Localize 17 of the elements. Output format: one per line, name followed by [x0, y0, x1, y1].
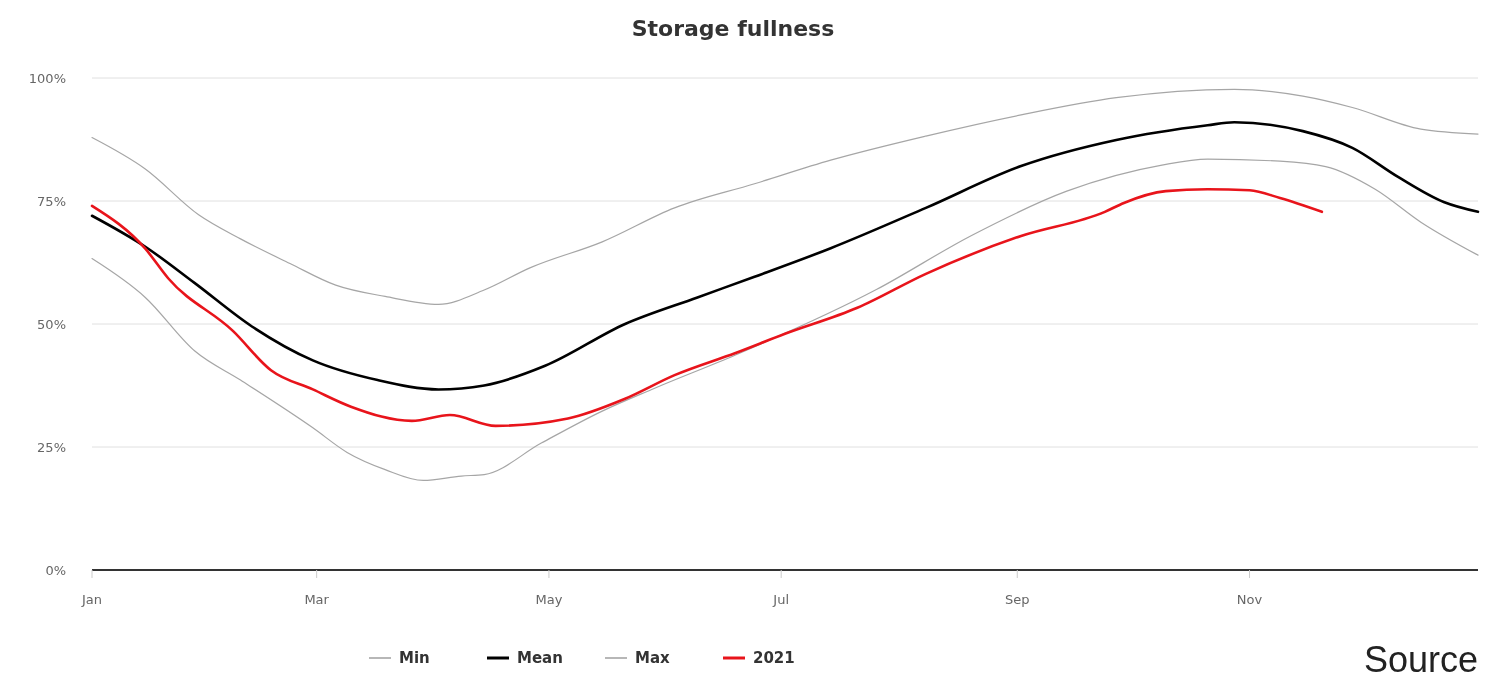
- legend-label: 2021: [753, 649, 795, 667]
- y-tick-label: 75%: [37, 194, 66, 209]
- y-tick-label: 100%: [28, 71, 66, 86]
- x-tick-label: Mar: [304, 592, 330, 607]
- y-tick-label: 25%: [37, 440, 66, 455]
- x-tick-label: Nov: [1236, 592, 1263, 607]
- x-tick-label: May: [535, 592, 563, 607]
- y-tick-label: 0%: [45, 563, 66, 578]
- text: Source: [1363, 639, 1478, 678]
- x-tick-label: Jan: [80, 592, 103, 607]
- y-tick-label: 50%: [37, 317, 66, 332]
- legend-label: Max: [635, 649, 671, 667]
- legend-label: Mean: [517, 649, 563, 667]
- x-tick-label: Jul: [772, 592, 790, 607]
- chart-title: Storage fullness: [631, 16, 835, 41]
- x-tick-label: Sep: [1005, 592, 1030, 607]
- legend-label: Min: [399, 649, 430, 667]
